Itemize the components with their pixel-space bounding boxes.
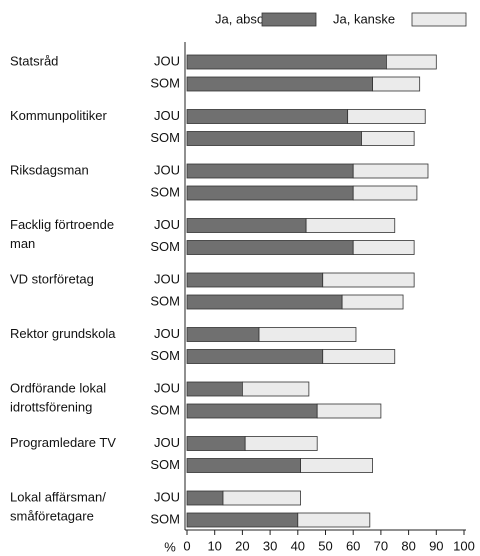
- x-axis-label: %: [164, 539, 176, 554]
- x-tick-label: 100: [453, 538, 475, 553]
- group-label: VD storföretag: [10, 271, 94, 286]
- x-tick-label: 90: [429, 538, 443, 553]
- category-label: JOU: [154, 271, 180, 286]
- bar-segment: [186, 349, 324, 364]
- bar-segment: [186, 294, 343, 310]
- category-label: JOU: [154, 162, 180, 177]
- bar-segment: [186, 163, 354, 179]
- bar-segment: [186, 131, 362, 146]
- category-label: SOM: [150, 511, 180, 526]
- category-label: SOM: [150, 402, 180, 417]
- bar-segment: [186, 512, 299, 528]
- group-label: Programledare TV: [10, 435, 116, 450]
- bar-segment: [352, 240, 415, 255]
- group-label: idrottsförening: [10, 399, 92, 414]
- category-label: JOU: [154, 108, 180, 123]
- bar-segment: [244, 436, 318, 451]
- group-label: Riksdagsman: [10, 162, 89, 177]
- x-tick-label: 80: [401, 538, 415, 553]
- bar-segment: [386, 54, 437, 70]
- category-label: JOU: [154, 53, 180, 68]
- bar-segment: [352, 185, 418, 201]
- bar-segment: [316, 403, 382, 419]
- bar-segment: [186, 272, 324, 288]
- bar-segment: [186, 218, 307, 233]
- legend-label: Ja, kanske: [333, 11, 395, 26]
- category-label: SOM: [150, 348, 180, 363]
- x-tick-label: 40: [291, 538, 305, 553]
- group-label: Facklig förtroende: [10, 217, 114, 232]
- bar-segment: [186, 403, 318, 419]
- category-label: SOM: [150, 184, 180, 199]
- bar-segment: [258, 327, 357, 342]
- category-label: SOM: [150, 293, 180, 308]
- bar-segment: [186, 240, 354, 255]
- x-tick-label: 60: [346, 538, 360, 553]
- group-label: man: [10, 236, 35, 251]
- x-tick-label: 0: [183, 538, 190, 553]
- category-label: JOU: [154, 217, 180, 232]
- bar-segment: [186, 54, 387, 70]
- bar-segment: [322, 272, 415, 288]
- category-label: JOU: [154, 489, 180, 504]
- legend-swatch: [261, 12, 317, 27]
- bar-segment: [186, 327, 260, 342]
- bar-segment: [305, 218, 396, 233]
- category-label: JOU: [154, 380, 180, 395]
- group-label: Lokal affärsman/: [10, 489, 106, 504]
- bar-segment: [347, 109, 426, 124]
- bar-segment: [352, 163, 429, 179]
- group-label: Ordförande lokal: [10, 380, 106, 395]
- bar-segment: [186, 76, 373, 92]
- bar-segment: [300, 458, 373, 473]
- bar-segment: [297, 512, 371, 528]
- bar-segment: [322, 349, 396, 364]
- group-label: Kommunpolitiker: [10, 108, 107, 123]
- category-label: SOM: [150, 457, 180, 472]
- bar-segment: [186, 458, 301, 473]
- bar-segment: [341, 294, 404, 310]
- x-tick-label: 50: [318, 538, 332, 553]
- x-tick-label: 10: [207, 538, 221, 553]
- bar-segment: [186, 381, 243, 397]
- category-label: SOM: [150, 130, 180, 145]
- x-tick-label: 20: [235, 538, 249, 553]
- x-tick-label: 70: [374, 538, 388, 553]
- group-label: Rektor grundskola: [10, 326, 116, 341]
- legend-swatch: [411, 12, 467, 27]
- bar-segment: [186, 436, 246, 451]
- bar-segment: [186, 109, 349, 124]
- bar-segment: [241, 381, 310, 397]
- bar-segment: [361, 131, 415, 146]
- group-label: småföretagare: [10, 508, 94, 523]
- x-tick-label: 30: [263, 538, 277, 553]
- bar-segment: [186, 185, 354, 201]
- bar-segment: [222, 490, 301, 506]
- category-label: SOM: [150, 75, 180, 90]
- category-label: JOU: [154, 326, 180, 341]
- group-label: Statsråd: [10, 53, 58, 68]
- category-label: JOU: [154, 435, 180, 450]
- bar-segment: [372, 76, 421, 92]
- category-label: SOM: [150, 239, 180, 254]
- bar-segment: [186, 490, 224, 506]
